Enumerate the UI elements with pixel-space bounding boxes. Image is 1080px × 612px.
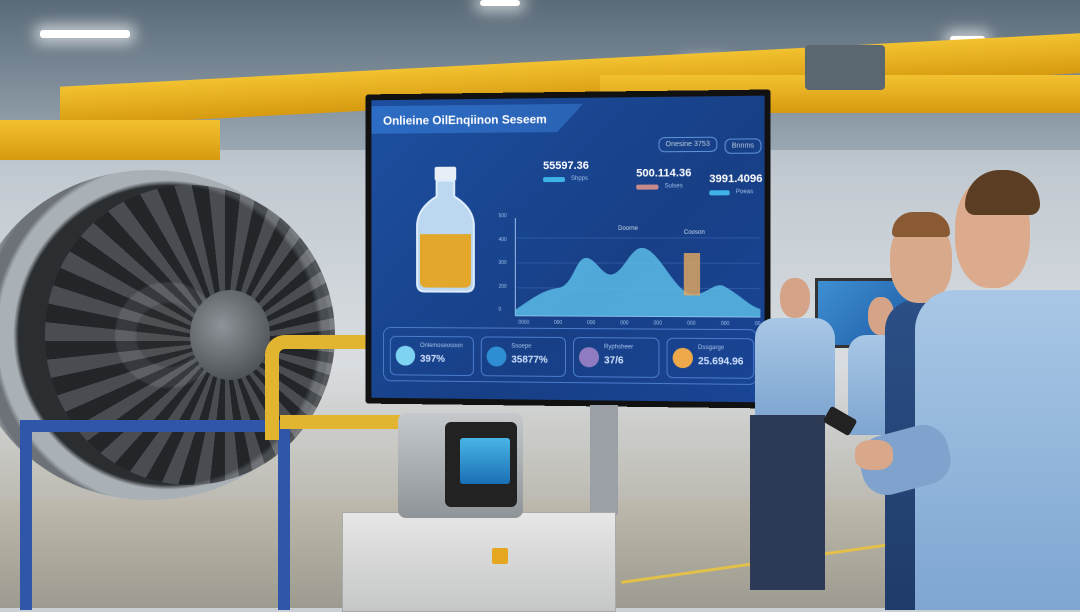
metric-card[interactable]: Ssoepe 35877% [481, 336, 566, 377]
metric-card[interactable]: Dssgarge 25.694.96 [667, 338, 755, 379]
ceiling-light [40, 30, 130, 38]
metric-cards: Onlemoseosoon 397% Ssoepe 35877% Ryphshe… [383, 327, 757, 385]
stat-bar [543, 177, 565, 182]
engine-hub [190, 290, 270, 380]
metric-label: Dssgarge [698, 345, 724, 351]
y-tick-label: 400 [499, 237, 514, 243]
chart-annotation: Doorne [618, 226, 638, 232]
oil-bottle-icon [415, 167, 476, 294]
person-hair [892, 212, 950, 237]
cabinet-button[interactable] [492, 548, 508, 564]
x-axis-labels: 0000 000 000 000 000 000 000 00 [518, 320, 760, 327]
metric-icon [579, 347, 599, 367]
stat-value: 3991.4096 [709, 173, 762, 185]
y-tick-label: 300 [499, 260, 514, 266]
dashboard-title: Onlieine OilEnqiinon Seseem [371, 104, 583, 134]
metric-label: Ssoepe [511, 344, 531, 350]
metric-icon [396, 346, 415, 366]
area-chart [513, 218, 760, 320]
highlight-bar [684, 253, 700, 295]
stat-bar [709, 190, 729, 195]
area-series [515, 248, 760, 317]
stat-1: 55597.36 Shpps [543, 160, 589, 182]
oil-pipe [280, 415, 400, 429]
y-axis-labels: 500 400 300 200 0 [499, 213, 514, 313]
crane-beam [0, 120, 220, 160]
x-tick-label: 0000 [518, 320, 529, 326]
header-pill[interactable]: Onesine 3753 [658, 137, 717, 153]
metric-value: 25.694.96 [698, 356, 743, 368]
stat-caption: Sulses [665, 183, 683, 189]
stat-bar [636, 184, 658, 189]
stat-2: 500.114.36 Sulses [636, 167, 691, 189]
ceiling-light [480, 0, 520, 6]
stat-3: 3991.4096 Poeas [709, 173, 762, 196]
y-tick-label: 0 [499, 307, 514, 313]
person-head [780, 278, 810, 318]
x-tick-label: 000 [721, 321, 730, 327]
person-hand [855, 440, 893, 470]
y-tick-label: 500 [499, 213, 514, 219]
x-tick-label: 000 [687, 321, 695, 327]
metric-label: Onlemoseosoon [420, 343, 463, 349]
stat-caption: Shpps [571, 176, 588, 182]
metric-value: 35877% [511, 355, 547, 366]
person-background [755, 318, 835, 418]
engine-stand [20, 420, 290, 610]
metric-card[interactable]: Onlemoseosoon 397% [390, 336, 474, 376]
dashboard-monitor: Onlieine OilEnqiinon Seseem Onesine 3753… [366, 89, 771, 408]
stat-caption: Poeas [736, 189, 753, 195]
dashboard-screen: Onlieine OilEnqiinon Seseem Onesine 3753… [371, 96, 764, 403]
monitor-stand [590, 405, 618, 515]
metric-icon [673, 348, 693, 368]
person-legs [750, 415, 825, 590]
metric-value: 37/6 [604, 355, 624, 366]
metric-card[interactable]: Ryphsheer 37/6 [573, 337, 659, 378]
x-tick-label: 000 [554, 320, 562, 326]
metric-icon [487, 346, 507, 366]
sensor-display [460, 438, 510, 484]
metric-label: Ryphsheer [604, 344, 633, 350]
metric-value: 397% [420, 354, 445, 365]
x-tick-label: 000 [654, 320, 662, 326]
stat-value: 500.114.36 [636, 167, 691, 179]
chart-annotation: Cooson [684, 230, 705, 236]
x-tick-label: 000 [620, 320, 628, 326]
y-tick-label: 200 [499, 283, 514, 289]
x-tick-label: 000 [587, 320, 595, 326]
header-pill[interactable]: Bnnms [725, 138, 762, 153]
crane-hoist [805, 45, 885, 90]
control-cabinet [342, 512, 616, 612]
stat-value: 55597.36 [543, 160, 589, 172]
